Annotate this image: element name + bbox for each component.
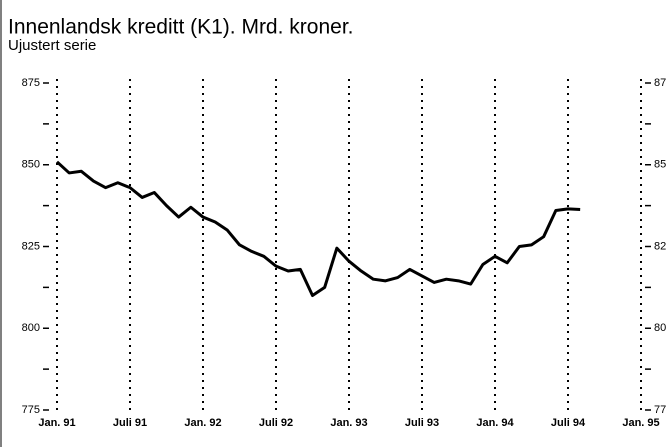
x-tick-label: Juli 94 <box>551 417 586 429</box>
x-tick-label: Jan. 94 <box>476 417 514 429</box>
x-tick-label: Juli 91 <box>113 417 147 429</box>
x-tick-label: Jan. 93 <box>330 417 367 429</box>
x-tick-label: Jan. 92 <box>184 417 221 429</box>
y2-tick-label: 87 <box>654 77 666 89</box>
line-series <box>55 160 581 298</box>
y2-tick-label: 85 <box>654 159 666 171</box>
y-tick-label: 875 <box>22 77 40 89</box>
y-tick-label: 775 <box>22 404 40 416</box>
x-tick-label: Jan. 95 <box>622 417 659 429</box>
y2-tick-label: 80 <box>654 322 666 334</box>
y-tick-label: 850 <box>22 159 40 171</box>
y-tick-label: 800 <box>22 322 40 334</box>
y2-tick-label: 82 <box>654 240 666 252</box>
x-tick-label: Jan. 91 <box>38 417 75 429</box>
x-tick-label: Juli 93 <box>405 417 439 429</box>
chart-subtitle: Ujustert serie <box>8 37 96 54</box>
chart-title: Innenlandsk kreditt (K1). Mrd. kroner. <box>8 16 354 39</box>
y2-tick-label: 77 <box>654 404 666 416</box>
y-tick-label: 825 <box>22 240 40 252</box>
x-tick-label: Juli 92 <box>259 417 293 429</box>
